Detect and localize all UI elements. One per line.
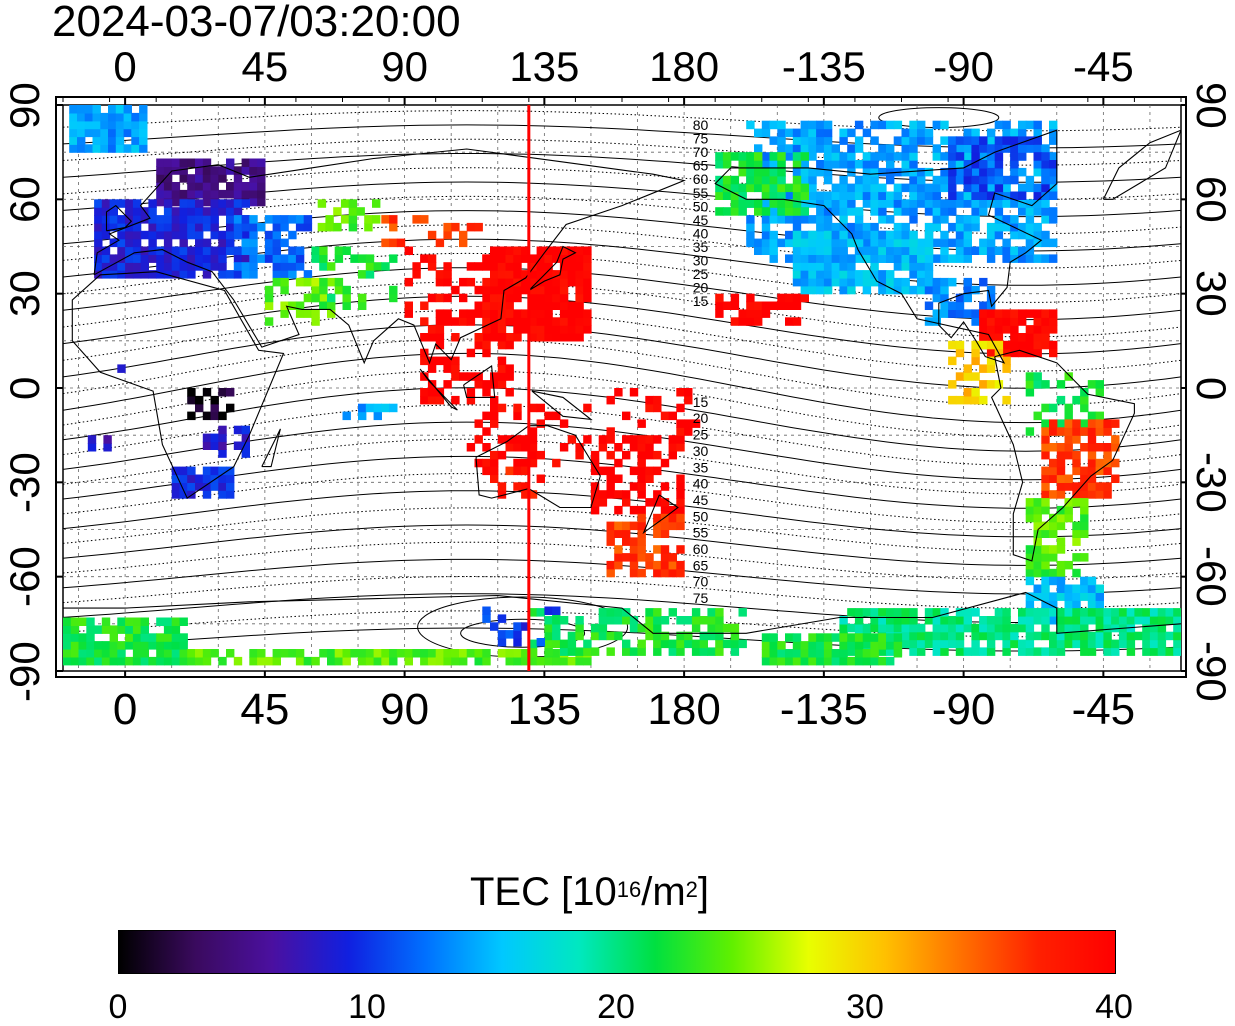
- colorbar-tick-label: 20: [597, 988, 635, 1026]
- axis-frame-marks: [56, 97, 1186, 677]
- left-lat-tick-label: 30: [1, 270, 48, 318]
- bottom-lon-tick-label: -90: [931, 685, 996, 734]
- contour-label: 75: [693, 131, 709, 147]
- contour-label: 55: [693, 525, 709, 541]
- top-lon-tick-label: 0: [113, 43, 137, 90]
- colorbar-tick-label: 40: [1095, 988, 1133, 1026]
- contour-label: 30: [693, 252, 709, 268]
- top-lon-tick-label: 90: [381, 43, 428, 90]
- coastlines: [63, 129, 1181, 634]
- top-lon-tick-label: -90: [933, 43, 994, 90]
- colorbar-tick-label: 10: [348, 988, 386, 1026]
- contour-label: 15: [693, 293, 709, 309]
- bottom-lon-tick-label: 45: [240, 685, 290, 734]
- colorbar-tick-label: 30: [846, 988, 884, 1026]
- bottom-lon-tick-label: 135: [507, 685, 582, 734]
- contour-label: 50: [693, 508, 709, 524]
- colorbar-title: TEC [1016/m2]: [470, 870, 710, 914]
- contour-label: 75: [693, 590, 709, 606]
- left-lat-tick-label: -30: [1, 452, 48, 513]
- contour-label: 60: [693, 541, 709, 557]
- left-lat-tick-label: -60: [1, 546, 48, 608]
- contour-label: 20: [693, 410, 709, 426]
- right-lat-tick-label: 60: [1188, 175, 1235, 223]
- bottom-lon-tick-label: -135: [779, 685, 868, 734]
- contour-label: 50: [693, 198, 709, 214]
- contour-labels: 8075706560555045403530252015152025303540…: [693, 117, 709, 606]
- right-lat-tick-label: 90: [1188, 81, 1235, 129]
- top-lon-tick-label: -45: [1073, 43, 1134, 90]
- contour-label: 35: [693, 459, 709, 475]
- top-lon-tick-label: -135: [781, 43, 866, 90]
- top-lon-tick-label: 135: [509, 43, 580, 90]
- contour-label: 40: [693, 476, 709, 492]
- contour-label: 70: [693, 144, 709, 160]
- contour-label: 15: [693, 394, 709, 410]
- contour-label: 55: [693, 185, 709, 201]
- right-lat-tick-label: -60: [1188, 546, 1235, 607]
- top-lon-tick-label: 45: [241, 43, 289, 90]
- contour-label: 65: [693, 158, 709, 174]
- contour-label: 40: [693, 225, 709, 241]
- contour-label: 70: [693, 574, 709, 590]
- tec-map: 8075706560555045403530252015152025303540…: [55, 96, 1187, 678]
- left-lat-tick-label: 60: [1, 176, 48, 223]
- timestamp-title: 2024-03-07/03:20:00: [52, 0, 461, 46]
- right-lat-tick-label: -90: [1188, 640, 1235, 702]
- contour-label: 35: [693, 239, 709, 255]
- contour-label: 45: [693, 212, 709, 228]
- top-lon-tick-label: 180: [649, 43, 720, 90]
- right-lat-tick-label: 30: [1188, 270, 1235, 317]
- contour-label: 25: [693, 427, 709, 443]
- bottom-lon-tick-label: 180: [647, 685, 721, 734]
- bottom-lon-tick-label: -45: [1071, 685, 1136, 734]
- colorbar-tick-label: 0: [108, 988, 128, 1026]
- tec-colorbar: [118, 930, 1116, 974]
- right-lat-tick-label: 0: [1188, 376, 1235, 400]
- left-lat-tick-label: 0: [1, 376, 48, 400]
- left-lat-tick-label: -90: [1, 640, 48, 702]
- contour-label: 65: [693, 557, 709, 573]
- contour-label: 25: [693, 266, 709, 282]
- bottom-lon-tick-label: 90: [380, 685, 430, 734]
- contour-label: 60: [693, 171, 709, 187]
- right-lat-tick-label: -30: [1188, 451, 1235, 513]
- contour-label: 80: [693, 117, 709, 133]
- contour-label: 45: [693, 492, 709, 508]
- bottom-lon-tick-label: 0: [112, 685, 138, 734]
- contour-label: 30: [693, 443, 709, 459]
- left-lat-tick-label: 90: [1, 81, 48, 129]
- contour-label: 20: [693, 279, 709, 295]
